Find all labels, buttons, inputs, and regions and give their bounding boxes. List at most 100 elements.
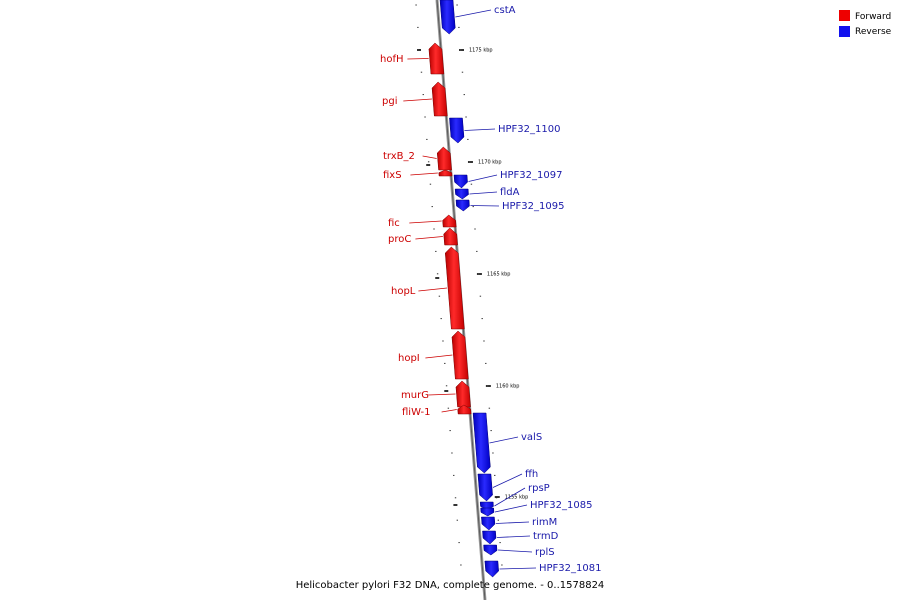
legend: Forward Reverse	[839, 10, 892, 37]
legend-reverse: Reverse	[839, 26, 892, 37]
legend-forward-label: Forward	[855, 12, 891, 22]
gene-HPF32_1095-arrow[interactable]	[455, 199, 470, 212]
gene-rimM-arrow[interactable]	[481, 516, 496, 531]
gene-valS-arrow[interactable]	[472, 412, 491, 474]
gene-ffh[interactable]: ffh	[477, 469, 538, 502]
gene-proC-arrow[interactable]	[443, 227, 458, 246]
gene-proC-label: proC	[388, 234, 411, 245]
gene-fixS-leader	[410, 172, 438, 176]
gene-hopL[interactable]: hopL	[391, 246, 465, 330]
gene-fixS-label: fixS	[383, 170, 402, 181]
gene-HPF32_1097-label: HPF32_1097	[500, 170, 562, 181]
gene-fliW-1[interactable]: fliW-1	[402, 404, 472, 418]
gene-HPF32_1100-arrow[interactable]	[449, 117, 465, 144]
gene-trmD[interactable]: trmD	[482, 530, 559, 545]
gene-HPF32_1085-leader	[494, 504, 528, 513]
scale-tick: 1170 kbp	[467, 160, 502, 166]
scale-tick: 1165 kbp	[476, 272, 511, 278]
gene-cstA-leader	[455, 9, 492, 18]
gene-fliW-1-leader	[441, 409, 457, 413]
gene-cstA[interactable]: cstA	[439, 0, 516, 35]
gene-HPF32_1097[interactable]: HPF32_1097	[453, 170, 562, 189]
gene-rimM[interactable]: rimM	[481, 516, 557, 531]
gene-trmD-label: trmD	[533, 531, 559, 542]
gene-rplS-arrow[interactable]	[483, 544, 498, 556]
gene-fic[interactable]: fic	[388, 214, 457, 229]
gene-hofH[interactable]: hofH	[380, 42, 445, 75]
gene-HPF32_1085[interactable]: HPF32_1085	[480, 500, 593, 517]
gene-fic-leader	[409, 220, 442, 224]
gene-fldA[interactable]: fldA	[454, 187, 520, 200]
gene-trxB_2[interactable]: trxB_2	[383, 146, 452, 171]
gene-hofH-arrow[interactable]	[428, 42, 445, 75]
gene-HPF32_1097-arrow[interactable]	[453, 174, 468, 189]
gene-fldA-leader	[469, 191, 498, 195]
gene-proC-leader	[415, 236, 443, 240]
gene-pgi[interactable]: pgi	[382, 81, 448, 117]
scale-tick-label: 1165 kbp	[487, 272, 511, 278]
gene-HPF32_1081[interactable]: HPF32_1081	[484, 560, 602, 578]
gene-cstA-label: cstA	[494, 5, 516, 16]
gene-fic-label: fic	[388, 218, 400, 229]
gene-fixS[interactable]: fixS	[383, 169, 453, 181]
gene-pgi-label: pgi	[382, 96, 397, 107]
gene-ffh-leader	[492, 473, 523, 488]
gene-fliW-1-arrow[interactable]	[457, 404, 472, 415]
scale-tick-label: 1155 kbp	[505, 495, 529, 501]
gene-HPF32_1095-label: HPF32_1095	[502, 201, 564, 212]
gene-trmD-leader	[496, 535, 531, 538]
gene-track: cstA hofH pgi HPF32_1100 trxB_2 fixS HPF32_109…	[380, 0, 602, 578]
legend-reverse-swatch	[839, 26, 850, 37]
gene-HPF32_1100[interactable]: HPF32_1100	[449, 117, 560, 144]
legend-forward: Forward	[839, 10, 891, 22]
gene-hopL-leader	[418, 287, 448, 292]
gene-proC[interactable]: proC	[388, 227, 458, 246]
gene-pgi-arrow[interactable]	[431, 81, 448, 117]
gene-HPF32_1081-arrow[interactable]	[484, 560, 499, 578]
gene-fliW-1-label: fliW-1	[402, 407, 431, 418]
gene-rplS[interactable]: rplS	[483, 544, 555, 558]
gene-rplS-label: rplS	[535, 547, 555, 558]
gene-HPF32_1085-arrow[interactable]	[480, 507, 495, 517]
gene-HPF32_1095[interactable]: HPF32_1095	[455, 199, 564, 212]
gene-hopI[interactable]: hopI	[398, 330, 469, 380]
gene-murG-leader	[428, 393, 456, 396]
gene-hofH-leader	[407, 58, 429, 60]
gene-valS-label: valS	[521, 432, 542, 443]
gene-hopL-arrow[interactable]	[444, 246, 465, 330]
scale-tick-label: 1170 kbp	[478, 160, 502, 166]
gene-hofH-label: hofH	[380, 54, 404, 65]
gene-fixS-arrow[interactable]	[438, 169, 453, 177]
gene-cstA-arrow[interactable]	[439, 0, 456, 35]
scale-tick-label: 1160 kbp	[496, 384, 520, 390]
scale-ticks: 1175 kbp 1170 kbp 1165 kbp 1160 kbp 1155 kbp	[415, 4, 529, 588]
map-caption: Helicobacter pylori F32 DNA, complete ge…	[296, 580, 605, 591]
gene-fldA-arrow[interactable]	[454, 188, 469, 200]
gene-trmD-arrow[interactable]	[482, 530, 497, 545]
scale-tick-label: 1175 kbp	[469, 48, 493, 54]
gene-hopI-leader	[425, 354, 453, 359]
gene-HPF32_1085-label: HPF32_1085	[530, 500, 592, 511]
scale-tick: 1160 kbp	[485, 384, 520, 390]
gene-rimM-label: rimM	[532, 517, 557, 528]
gene-hopI-label: hopI	[398, 353, 420, 364]
gene-trxB_2-leader	[422, 155, 437, 159]
gene-ffh-arrow[interactable]	[477, 473, 493, 502]
gene-fldA-label: fldA	[500, 187, 520, 198]
gene-HPF32_1100-label: HPF32_1100	[498, 124, 560, 135]
gene-fic-arrow[interactable]	[442, 214, 457, 228]
gene-hopL-label: hopL	[391, 286, 416, 297]
gene-murG[interactable]: murG	[401, 380, 471, 408]
gene-rpsP-leader	[494, 487, 526, 507]
gene-valS[interactable]: valS	[472, 412, 542, 474]
legend-reverse-label: Reverse	[855, 27, 892, 37]
gene-rplS-leader	[497, 549, 533, 553]
gene-hopI-arrow[interactable]	[451, 330, 469, 380]
gene-HPF32_1081-label: HPF32_1081	[539, 563, 601, 574]
gene-rpsP-label: rpsP	[528, 483, 550, 494]
scale-tick: 1175 kbp	[459, 48, 493, 54]
gene-ffh-label: ffh	[525, 469, 538, 480]
legend-forward-swatch	[839, 10, 850, 21]
